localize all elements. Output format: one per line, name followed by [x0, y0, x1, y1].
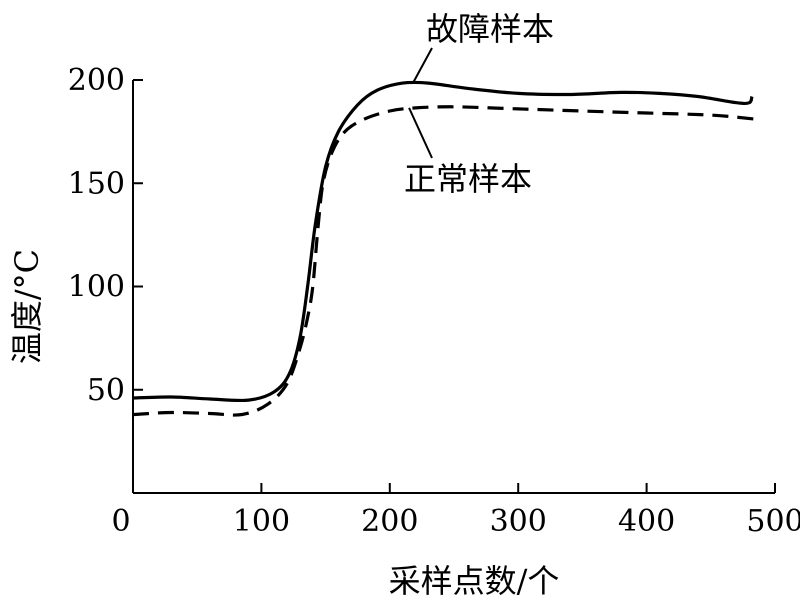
x-tick-label: 0	[111, 504, 130, 539]
fault-sample-leader-line	[412, 47, 433, 84]
y-axis-title: 温度/°C	[8, 249, 46, 364]
x-tick-label: 300	[490, 504, 547, 539]
fault-sample-label: 故障样本	[426, 10, 554, 48]
x-axis-title: 采样点数/个	[389, 562, 560, 600]
series-line-fault-sample	[132, 80, 754, 403]
y-tick-label: 50	[87, 373, 125, 408]
axes	[132, 80, 775, 494]
x-ticks: 0 100 200 300 400 500	[111, 483, 800, 539]
x-tick-label: 500	[746, 504, 800, 539]
y-tick-label: 150	[68, 166, 125, 201]
series-layer	[132, 80, 756, 417]
y-tick-label: 100	[68, 270, 125, 305]
normal-sample-label: 正常样本	[404, 160, 532, 198]
x-tick-label: 400	[618, 504, 675, 539]
x-tick-label: 100	[233, 504, 290, 539]
normal-sample-leader-line	[408, 107, 433, 159]
y-tick-label: 200	[68, 63, 125, 98]
y-ticks: 50 100 150 200	[68, 63, 143, 408]
series-line-normal-sample	[132, 105, 756, 417]
x-tick-label: 200	[361, 504, 418, 539]
